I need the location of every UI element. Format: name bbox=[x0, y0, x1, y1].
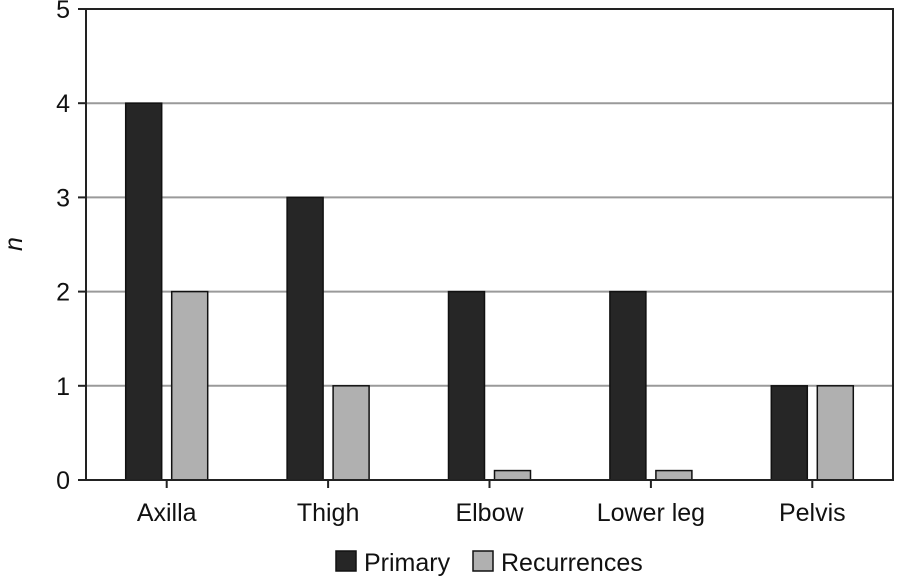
y-tick-label: 5 bbox=[56, 0, 70, 24]
y-axis-ticks: 0 1 2 3 4 5 bbox=[56, 0, 86, 495]
legend: Primary Recurrences bbox=[335, 549, 643, 577]
x-category-label: Axilla bbox=[137, 499, 197, 527]
bar-recurrences-pelvis bbox=[816, 385, 855, 481]
x-category-label: Lower leg bbox=[597, 499, 705, 527]
y-axis-title: n bbox=[0, 237, 28, 251]
legend-label-recurrences: Recurrences bbox=[501, 549, 643, 577]
bar-primary-elbow bbox=[447, 290, 486, 481]
x-category-label: Elbow bbox=[455, 499, 524, 527]
bar-primary-lower-leg bbox=[609, 290, 647, 481]
bar-recurrences-thigh bbox=[332, 385, 370, 481]
y-tick-label: 3 bbox=[56, 184, 70, 212]
x-category-label: Thigh bbox=[297, 499, 360, 527]
legend-label-primary: Primary bbox=[364, 549, 451, 577]
gridlines bbox=[86, 102, 893, 387]
legend-swatch-primary bbox=[335, 550, 357, 572]
y-tick-label: 4 bbox=[56, 90, 70, 118]
legend-swatch-recurrences bbox=[472, 550, 494, 572]
bar-recurrences-elbow bbox=[493, 469, 532, 481]
bar-primary-thigh bbox=[286, 196, 324, 481]
y-tick-label: 2 bbox=[56, 279, 70, 307]
y-tick-label: 0 bbox=[56, 467, 70, 495]
y-tick-label: 1 bbox=[56, 373, 70, 401]
bar-primary-axilla bbox=[124, 102, 163, 481]
x-category-label: Pelvis bbox=[779, 499, 846, 527]
bar-recurrences-lower-leg bbox=[655, 469, 693, 481]
x-axis-categories: Axilla Thigh Elbow Lower leg Pelvis bbox=[137, 480, 846, 527]
bar-primary-pelvis bbox=[770, 385, 809, 481]
bar-recurrences-axilla bbox=[170, 290, 209, 481]
